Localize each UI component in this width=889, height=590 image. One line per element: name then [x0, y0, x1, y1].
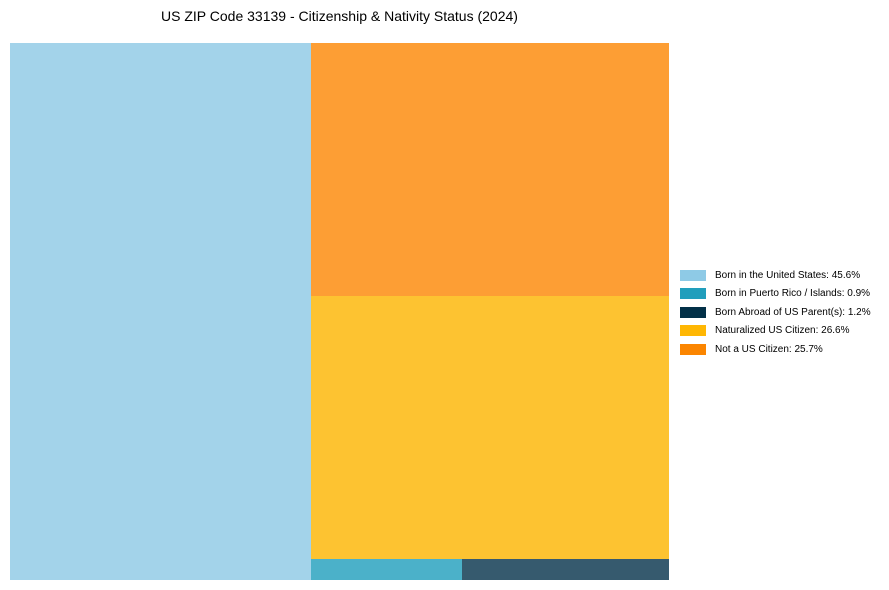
- legend-label: Not a US Citizen: 25.7%: [715, 343, 823, 355]
- legend-item: Born in Puerto Rico / Islands: 0.9%: [680, 285, 871, 304]
- legend-item: Not a US Citizen: 25.7%: [680, 340, 871, 359]
- treemap-tile-born-abroad-us-parents: [462, 559, 669, 580]
- legend-label: Born in Puerto Rico / Islands: 0.9%: [715, 288, 871, 300]
- legend-swatch: [680, 325, 706, 337]
- legend-swatch: [680, 269, 706, 281]
- legend-item: Born Abroad of US Parent(s): 1.2%: [680, 303, 871, 322]
- treemap-tile-naturalized-us-citizen: [311, 296, 669, 559]
- legend-label: Naturalized US Citizen: 26.6%: [715, 325, 850, 337]
- legend-item: Naturalized US Citizen: 26.6%: [680, 322, 871, 341]
- legend-swatch: [680, 306, 706, 318]
- legend: Born in the United States: 45.6% Born in …: [680, 266, 871, 359]
- legend-item: Born in the United States: 45.6%: [680, 266, 871, 285]
- treemap-tile-born-in-puerto-rico: [311, 559, 462, 580]
- chart-title: US ZIP Code 33139 - Citizenship & Nativi…: [161, 8, 518, 24]
- legend-label: Born in the United States: 45.6%: [715, 269, 861, 281]
- treemap-tile-not-a-us-citizen: [311, 43, 669, 296]
- legend-label: Born Abroad of US Parent(s): 1.2%: [715, 306, 871, 318]
- legend-swatch: [680, 343, 706, 355]
- legend-swatch: [680, 288, 706, 300]
- treemap-tile-born-in-us: [10, 43, 311, 580]
